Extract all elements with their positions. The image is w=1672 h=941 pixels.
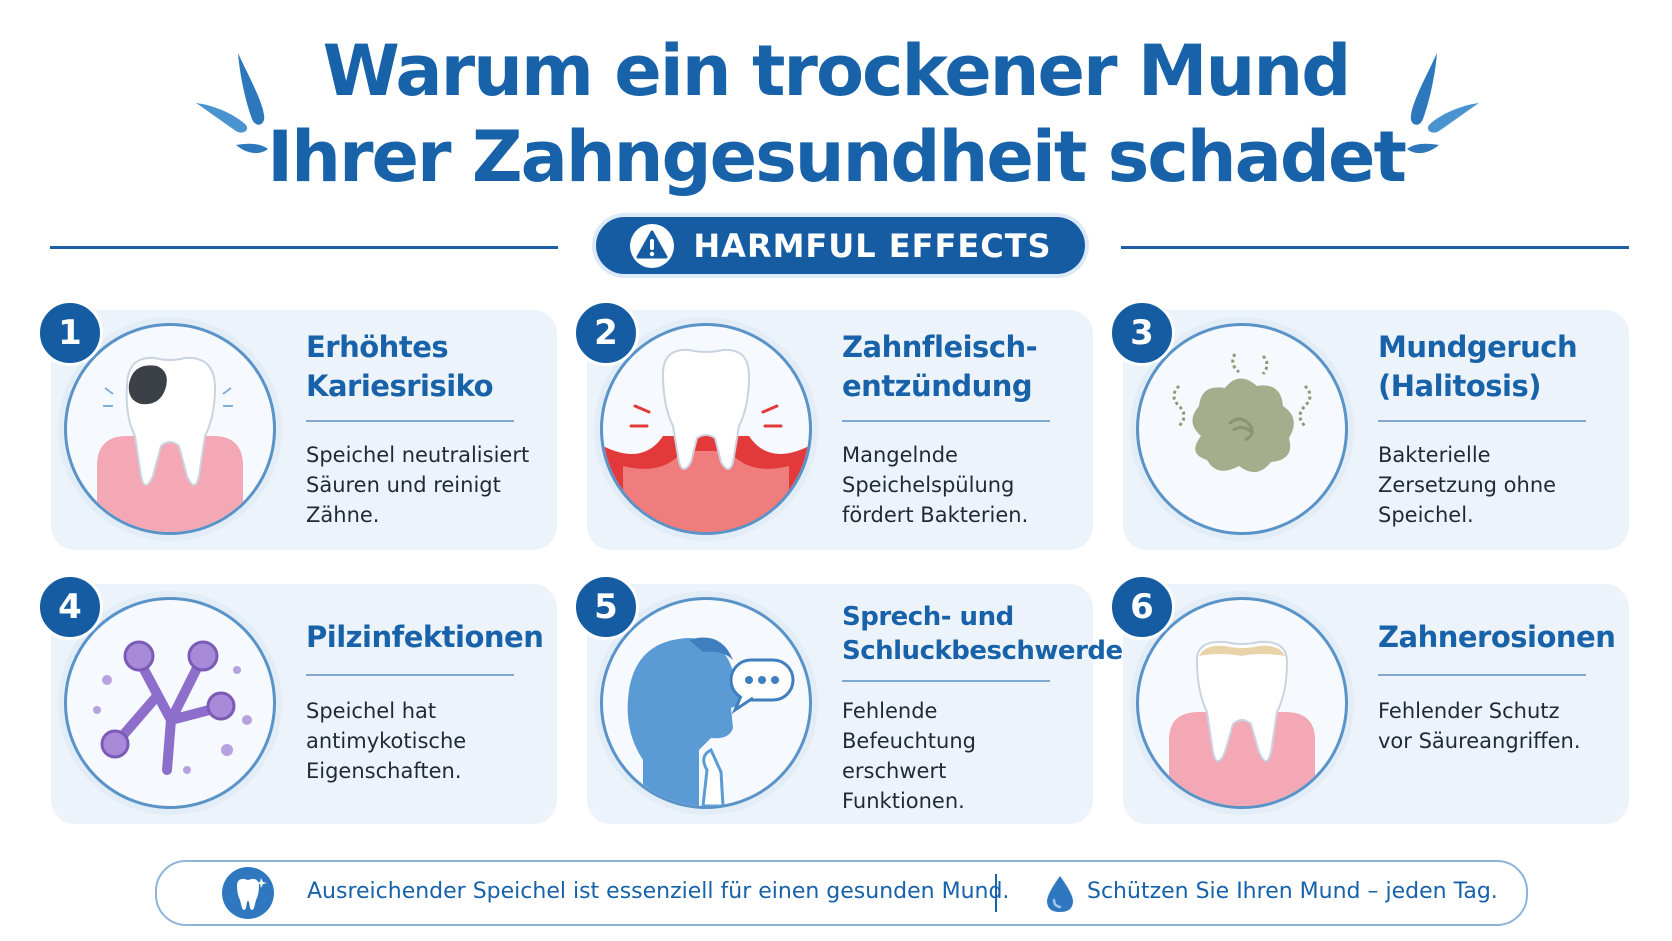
card-divider [1378, 674, 1586, 676]
tooth-caries-icon [97, 356, 243, 532]
card-divider [842, 420, 1050, 422]
card-number-badge: 1 [37, 300, 103, 366]
card-number-badge: 6 [1109, 574, 1175, 640]
card-divider [842, 680, 1050, 682]
card-illustration [64, 597, 276, 809]
title-line-1: Warum ein trockener Mund [322, 30, 1352, 112]
droplet-icon [1047, 876, 1073, 912]
footer-separator [995, 874, 997, 912]
splash-right-icon [1407, 53, 1479, 154]
card-illustration [1136, 323, 1348, 535]
card-title: Mundgeruch (Halitosis) [1378, 330, 1578, 403]
warning-icon [630, 223, 675, 268]
card-title: Sprech- und Schluckbeschwerden [842, 602, 1141, 666]
card-description: Bakterielle Zersetzung ohne Speichel. [1378, 443, 1557, 527]
inflamed-gum-icon [603, 348, 809, 532]
card-number-badge: 4 [37, 574, 103, 640]
card-divider [1378, 420, 1586, 422]
card-illustration [1136, 597, 1348, 809]
card-description: Mangelnde Speichelspülung fördert Bakterie… [842, 443, 1029, 527]
splash-left-icon [196, 53, 268, 154]
fungus-icon [93, 640, 252, 775]
eroded-tooth-icon [1169, 640, 1315, 806]
card-divider [306, 420, 514, 422]
page-title: Warum ein trockener Mund Ihrer Zahngesun… [0, 28, 1672, 200]
odor-cloud-icon [1172, 353, 1312, 473]
card-illustration [64, 323, 276, 535]
harmful-effects-label: HARMFUL EFFECTS [693, 226, 1052, 265]
card-illustration [600, 323, 812, 535]
speaking-person-icon [627, 637, 795, 806]
footer-right-text: Schützen Sie Ihren Mund – jeden Tag. [1087, 879, 1498, 904]
card-title: Zahnerosionen [1378, 620, 1616, 654]
card-description: Fehlende Befeuchtung erschwert Funktionen. [842, 699, 976, 813]
card-title: Pilzinfektionen [306, 620, 544, 654]
title-line-2: Ihrer Zahngesundheit schadet [267, 116, 1407, 198]
card-number-badge: 5 [573, 574, 639, 640]
card-description: Fehlender Schutz vor Säureangriffen. [1378, 699, 1581, 753]
card-divider [306, 674, 514, 676]
card-number-badge: 3 [1109, 300, 1175, 366]
footer-left-text: Ausreichender Speichel ist essenziell fü… [307, 879, 1010, 904]
divider-right [1121, 246, 1629, 249]
footer-banner: Ausreichender Speichel ist essenziell fü… [155, 860, 1528, 926]
card-description: Speichel hat antimykotische Eigenschaften. [306, 699, 467, 783]
harmful-effects-badge: HARMFUL EFFECTS [596, 217, 1085, 274]
card-illustration [600, 597, 812, 809]
card-number-badge: 2 [573, 300, 639, 366]
card-title: Erhöhtes Kariesrisiko [306, 330, 494, 403]
divider-left [50, 246, 558, 249]
tooth-badge-icon [222, 867, 274, 919]
card-description: Speichel neutralisiert Säuren und reinigt… [306, 443, 530, 527]
card-title: Zahnfleisch-entzündung [842, 330, 1038, 403]
